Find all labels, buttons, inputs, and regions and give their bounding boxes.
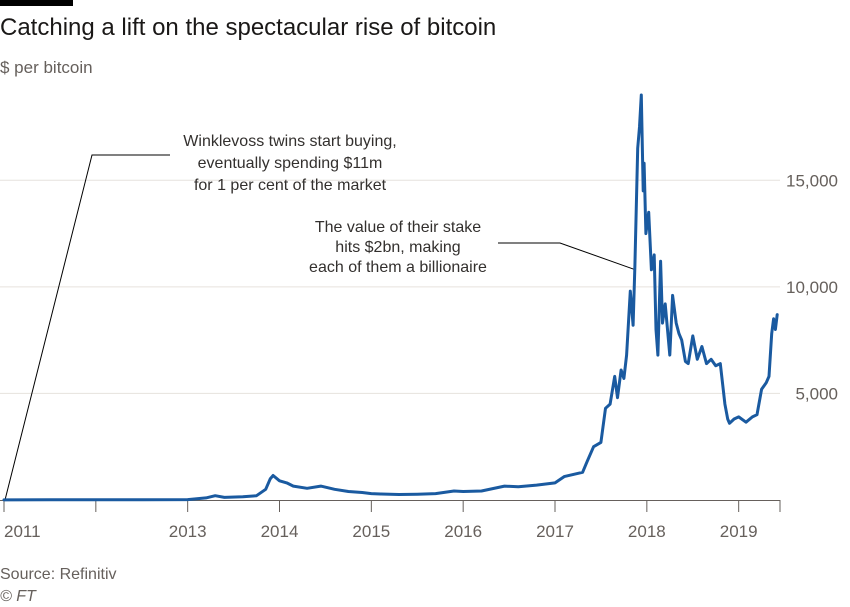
annotation-leader-line xyxy=(498,242,636,271)
y-tick-label: 5,000 xyxy=(795,384,838,403)
annotation-text-billionaire: each of them a billionaire xyxy=(309,259,487,276)
x-tick-label: 2015 xyxy=(352,522,390,541)
chart-subtitle: $ per bitcoin xyxy=(0,58,93,77)
annotation-text-winklevoss: eventually spending $11m xyxy=(198,155,383,172)
annotation-text-winklevoss: Winklevoss twins start buying, xyxy=(183,133,396,150)
x-tick-label: 2018 xyxy=(628,522,666,541)
x-tick-label: 2016 xyxy=(444,522,482,541)
annotation-leader-line xyxy=(4,154,170,501)
x-tick-label: 2019 xyxy=(720,522,758,541)
x-tick-label: 2014 xyxy=(261,522,299,541)
annotation-text-billionaire: The value of their stake xyxy=(315,219,481,236)
ft-brand-bar xyxy=(0,0,73,6)
bitcoin-price-line xyxy=(2,93,779,502)
x-tick-label: 2011 xyxy=(4,522,41,541)
x-tick-label: 2013 xyxy=(169,522,207,541)
source-note: Source: Refinitiv xyxy=(0,566,117,583)
annotation-text-winklevoss: for 1 per cent of the market xyxy=(194,177,387,194)
annotation-text-billionaire: hits $2bn, making xyxy=(335,239,460,256)
ft-credit: © FT xyxy=(0,588,36,605)
line-chart: 5,000 10,000 15,000 2011 2013 2014 2015 2016 201… xyxy=(0,93,838,541)
y-tick-label: 10,000 xyxy=(786,278,838,297)
x-tick-label: 2017 xyxy=(536,522,574,541)
y-tick-label: 15,000 xyxy=(786,171,838,190)
chart-title: Catching a lift on the spectacular rise … xyxy=(0,14,497,41)
